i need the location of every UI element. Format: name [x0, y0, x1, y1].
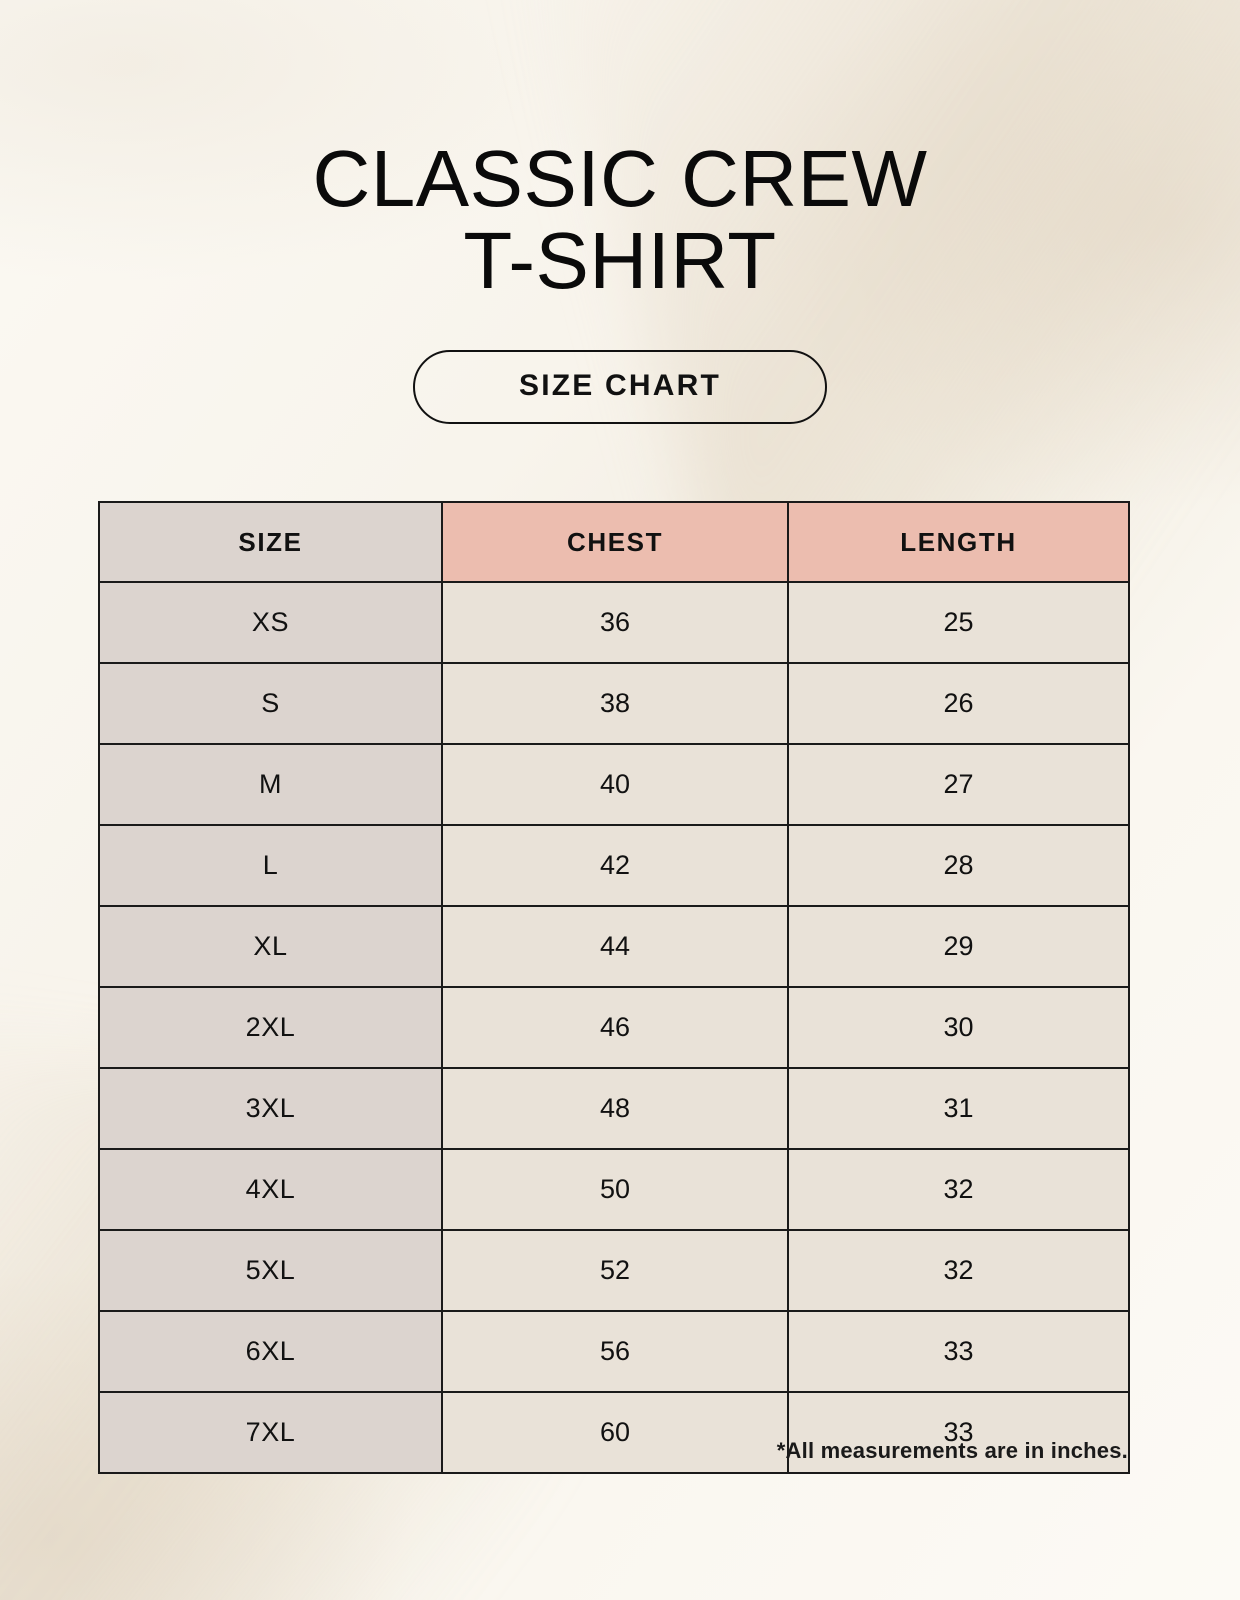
table-header: SIZE CHEST LENGTH — [98, 501, 1130, 583]
cell-size: XS — [98, 581, 443, 664]
table-row: 3XL 48 31 — [98, 1067, 1130, 1150]
cell-chest: 56 — [441, 1310, 789, 1393]
table-row: XS 36 25 — [98, 581, 1130, 664]
table-header-row: SIZE CHEST LENGTH — [98, 501, 1130, 583]
cell-length: 26 — [787, 662, 1130, 745]
badge-container: SIZE CHART — [0, 350, 1240, 424]
size-table-container: SIZE CHEST LENGTH XS 36 25 S 38 26 M 40 27 L 42 28 X… — [98, 501, 1130, 1474]
cell-size: 3XL — [98, 1067, 443, 1150]
cell-chest: 36 — [441, 581, 789, 664]
cell-length: 28 — [787, 824, 1130, 907]
cell-chest: 48 — [441, 1067, 789, 1150]
cell-length: 29 — [787, 905, 1130, 988]
column-header-size: SIZE — [98, 501, 443, 583]
cell-chest: 46 — [441, 986, 789, 1069]
table-row: M 40 27 — [98, 743, 1130, 826]
page-title: CLASSIC CREW T-SHIRT — [312, 133, 928, 305]
cell-size: 2XL — [98, 986, 443, 1069]
cell-length: 25 — [787, 581, 1130, 664]
table-row: 7XL 60 33 — [98, 1391, 1130, 1474]
table-row: XL 44 29 — [98, 905, 1130, 988]
cell-size: M — [98, 743, 443, 826]
cell-chest: 50 — [441, 1148, 789, 1231]
cell-chest: 52 — [441, 1229, 789, 1312]
column-header-length: LENGTH — [787, 501, 1130, 583]
cell-chest: 44 — [441, 905, 789, 988]
cell-length: 32 — [787, 1229, 1130, 1312]
cell-size: L — [98, 824, 443, 907]
cell-size: 6XL — [98, 1310, 443, 1393]
cell-size: 4XL — [98, 1148, 443, 1231]
cell-size: S — [98, 662, 443, 745]
measurement-footnote: *All measurements are in inches. — [776, 1438, 1128, 1463]
column-header-chest: CHEST — [441, 501, 789, 583]
cell-length: 31 — [787, 1067, 1130, 1150]
size-chart-table: SIZE CHEST LENGTH XS 36 25 S 38 26 M 40 27 L 42 28 X… — [98, 501, 1130, 1474]
cell-size: XL — [98, 905, 443, 988]
cell-length: 33 — [787, 1391, 1130, 1474]
table-row: 5XL 52 32 — [98, 1229, 1130, 1312]
cell-chest: 38 — [441, 662, 789, 745]
size-chart-badge: SIZE CHART — [413, 350, 827, 424]
cell-length: 30 — [787, 986, 1130, 1069]
cell-size: 7XL — [98, 1391, 443, 1474]
table-row: S 38 26 — [98, 662, 1130, 745]
cell-length: 33 — [787, 1310, 1130, 1393]
cell-length: 32 — [787, 1148, 1130, 1231]
table-row: 6XL 56 33 — [98, 1310, 1130, 1393]
cell-chest: 40 — [441, 743, 789, 826]
cell-chest: 42 — [441, 824, 789, 907]
table-body: XS 36 25 S 38 26 M 40 27 L 42 28 XL 44 29 2XL 46 30 3XL 48 3… — [98, 581, 1130, 1474]
cell-length: 27 — [787, 743, 1130, 826]
cell-chest: 60 — [441, 1391, 789, 1474]
table-row: 4XL 50 32 — [98, 1148, 1130, 1231]
table-row: L 42 28 — [98, 824, 1130, 907]
cell-size: 5XL — [98, 1229, 443, 1312]
table-row: 2XL 46 30 — [98, 986, 1130, 1069]
